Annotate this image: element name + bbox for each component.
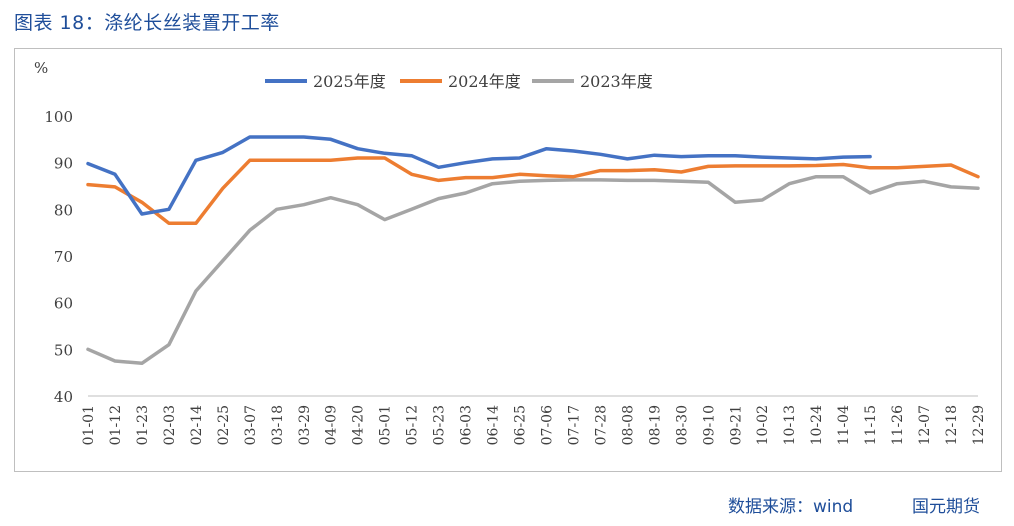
x-tick-label: 03-07 xyxy=(243,405,259,445)
y-tick-label: 80 xyxy=(54,201,73,219)
x-tick-label: 02-25 xyxy=(216,405,232,445)
brand-name: 国元期货 xyxy=(912,497,980,517)
line-chart: % 40 50 60 70 80 90 100 01-01 01-12 01-23 02-03 02-1… xyxy=(34,59,987,445)
x-tick-label: 01-12 xyxy=(108,405,124,445)
x-tick-label: 04-20 xyxy=(351,405,367,445)
x-tick-label: 08-08 xyxy=(620,405,636,445)
x-tick-label: 11-15 xyxy=(863,405,879,445)
x-tick-label: 08-19 xyxy=(647,405,663,445)
x-tick-label: 09-10 xyxy=(701,405,717,445)
x-tick-label: 06-14 xyxy=(486,405,502,445)
data-source-note: 数据来源：wind xyxy=(728,497,854,517)
x-tick-label: 10-13 xyxy=(782,405,798,445)
x-tick-label: 02-14 xyxy=(189,405,205,445)
y-tick-label: 90 xyxy=(54,155,73,173)
series-layer xyxy=(86,135,980,366)
x-tick-label: 02-03 xyxy=(162,405,178,445)
x-tick-label: 07-06 xyxy=(539,405,555,445)
series-line-2023年度 xyxy=(86,174,980,366)
x-tick-label: 12-18 xyxy=(944,405,960,445)
y-tick-label: 40 xyxy=(54,388,73,406)
x-tick-label: 10-24 xyxy=(809,405,825,445)
y-tick-label: 50 xyxy=(54,341,73,359)
x-tick-label: 08-30 xyxy=(674,405,690,445)
series-line-2024年度 xyxy=(86,156,980,226)
x-tick-label: 05-01 xyxy=(378,405,394,445)
x-tick-label: 10-02 xyxy=(755,405,771,445)
x-tick-label: 12-07 xyxy=(917,405,933,445)
x-tick-label: 03-29 xyxy=(297,405,313,445)
series-line-2025年度 xyxy=(86,135,872,216)
y-tick-label: 70 xyxy=(54,248,73,266)
y-axis-unit-label: % xyxy=(34,59,48,77)
x-tick-label: 06-03 xyxy=(459,405,475,445)
x-tick-label: 01-23 xyxy=(135,405,151,445)
x-tick-label: 04-09 xyxy=(324,405,340,445)
x-tick-label: 11-04 xyxy=(836,405,852,445)
x-tick-label: 05-12 xyxy=(405,405,421,445)
figure-title: 图表 18：涤纶长丝装置开工率 xyxy=(14,12,280,34)
x-tick-label: 01-01 xyxy=(81,405,97,445)
x-tick-label: 07-17 xyxy=(566,405,582,445)
x-tick-label: 06-25 xyxy=(513,405,529,445)
x-tick-label: 09-21 xyxy=(728,405,744,445)
x-tick-label: 05-23 xyxy=(432,405,448,445)
x-tick-label: 07-28 xyxy=(593,405,609,445)
x-tick-label: 11-26 xyxy=(890,405,906,445)
legend-label: 2024年度 xyxy=(448,72,521,91)
legend: 2025年度 2024年度 2023年度 xyxy=(265,72,653,91)
y-tick-label: 100 xyxy=(44,108,73,126)
legend-label: 2023年度 xyxy=(580,72,653,91)
y-tick-label: 60 xyxy=(54,295,73,313)
x-tick-label: 03-18 xyxy=(270,405,286,445)
legend-label: 2025年度 xyxy=(313,72,386,91)
axis-layer: % 40 50 60 70 80 90 100 01-01 01-12 01-23 02-03 02-1… xyxy=(34,59,987,445)
chart-frame: % 40 50 60 70 80 90 100 01-01 01-12 01-23 02-03 02-1… xyxy=(14,48,1002,472)
x-tick-label: 12-29 xyxy=(971,405,987,445)
